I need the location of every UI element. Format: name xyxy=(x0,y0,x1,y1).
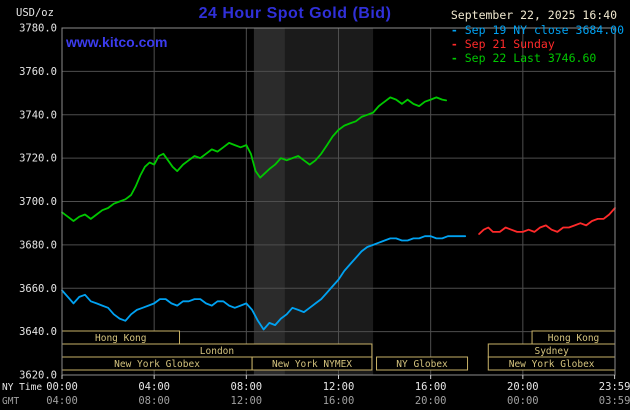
svg-text:12:00: 12:00 xyxy=(323,381,355,393)
svg-text:03:59: 03:59 xyxy=(599,395,630,407)
legend-item-sunday: - Sep 21 Sunday xyxy=(451,37,624,51)
svg-text:3780.0: 3780.0 xyxy=(19,23,57,35)
legend-label-sunday: Sep 21 Sunday xyxy=(464,37,555,51)
svg-text:12:00: 12:00 xyxy=(231,395,263,407)
svg-text:Sydney: Sydney xyxy=(534,346,569,357)
y-axis-unit-label: USD/oz xyxy=(16,7,54,19)
svg-text:3660.0: 3660.0 xyxy=(19,283,57,295)
kitco-watermark-link[interactable]: www.kitco.com xyxy=(66,34,168,50)
svg-text:20:00: 20:00 xyxy=(415,395,447,407)
legend-marker-prev-close: - xyxy=(450,23,458,37)
legend-item-prev-close: - Sep 19 NY close 3684.00 xyxy=(451,23,624,37)
svg-text:GMT: GMT xyxy=(2,396,19,407)
svg-text:London: London xyxy=(200,346,234,357)
svg-text:New York Globex: New York Globex xyxy=(509,359,595,370)
svg-text:16:00: 16:00 xyxy=(415,381,447,393)
svg-text:Hong Kong: Hong Kong xyxy=(95,333,146,344)
svg-text:23:59: 23:59 xyxy=(599,381,630,393)
date-label: September 22, 2025 16:40 xyxy=(450,8,618,22)
svg-text:3720.0: 3720.0 xyxy=(19,153,57,165)
legend-label-last: Sep 22 Last 3746.60 xyxy=(464,51,597,65)
svg-text:NY Globex: NY Globex xyxy=(396,359,448,370)
legend-marker-last: - xyxy=(450,51,458,65)
legend-marker-sunday: - xyxy=(450,37,458,51)
svg-text:20:00: 20:00 xyxy=(507,381,539,393)
svg-text:New York Globex: New York Globex xyxy=(114,359,200,370)
svg-text:04:00: 04:00 xyxy=(138,381,170,393)
svg-text:3700.0: 3700.0 xyxy=(19,196,57,208)
legend-label-prev-close: Sep 19 NY close 3684.00 xyxy=(464,23,624,37)
svg-text:04:00: 04:00 xyxy=(46,395,78,407)
svg-text:3620.0: 3620.0 xyxy=(19,370,57,382)
svg-text:3740.0: 3740.0 xyxy=(19,109,57,121)
svg-text:3760.0: 3760.0 xyxy=(19,66,57,78)
svg-text:00:00: 00:00 xyxy=(507,395,539,407)
chart-legend: September 22, 2025 16:40 - Sep 19 NY clo… xyxy=(451,8,624,65)
svg-text:Hong Kong: Hong Kong xyxy=(548,333,599,344)
chart-title: 24 Hour Spot Gold (Bid) xyxy=(198,5,392,22)
svg-text:3680.0: 3680.0 xyxy=(19,239,57,251)
svg-text:NY Time: NY Time xyxy=(2,382,42,393)
svg-text:16:00: 16:00 xyxy=(323,395,355,407)
svg-text:3640.0: 3640.0 xyxy=(19,326,57,338)
legend-item-last: - Sep 22 Last 3746.60 xyxy=(451,51,624,65)
svg-text:08:00: 08:00 xyxy=(138,395,170,407)
svg-text:08:00: 08:00 xyxy=(231,381,263,393)
svg-text:New York NYMEX: New York NYMEX xyxy=(272,359,352,370)
svg-text:00:00: 00:00 xyxy=(46,381,78,393)
